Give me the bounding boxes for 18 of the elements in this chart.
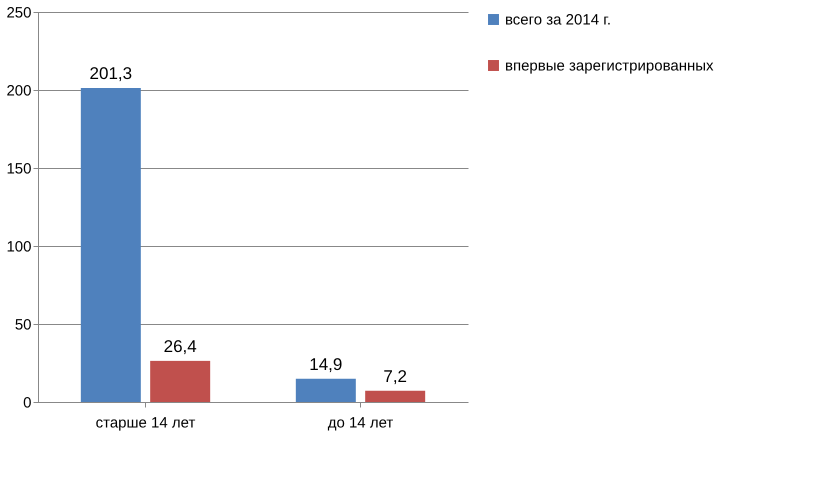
bar — [150, 360, 210, 402]
y-tick-label: 0 — [23, 394, 32, 412]
y-tick-label: 150 — [6, 160, 32, 178]
x-tick-label: старше 14 лет — [96, 414, 196, 432]
data-label: 7,2 — [383, 366, 407, 386]
y-tick-label: 50 — [14, 316, 32, 334]
legend-label: впервые зарегистрированных — [505, 58, 714, 74]
bar — [365, 390, 426, 402]
x-tick-label: до 14 лет — [328, 414, 394, 432]
y-tick-label: 250 — [6, 4, 32, 22]
legend-label: всего за 2014 г. — [505, 12, 612, 28]
data-label: 201,3 — [90, 64, 132, 83]
data-label: 26,4 — [164, 336, 197, 356]
bar — [296, 378, 356, 402]
data-label: 14,9 — [309, 354, 342, 374]
y-tick-label: 100 — [6, 238, 32, 256]
y-tick-label: 200 — [6, 82, 32, 100]
bar — [80, 88, 141, 402]
